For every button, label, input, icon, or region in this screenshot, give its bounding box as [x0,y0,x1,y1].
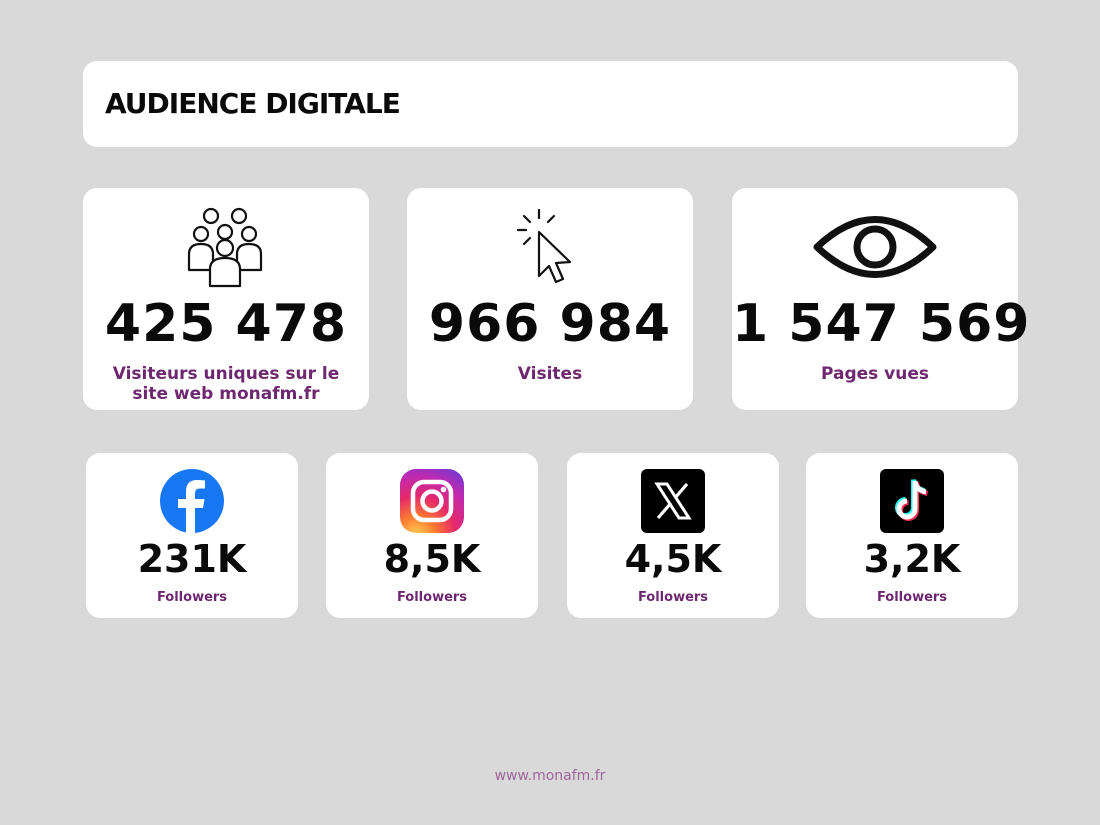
x-label: Followers [637,590,709,605]
pageviews-label: Pages vues [820,364,930,384]
instagram-value: 8,5K [383,537,481,581]
page-title: AUDIENCE DIGITALE [105,87,401,120]
stat-card-visits: 966 984 Visites [407,188,693,410]
social-card-instagram: 8,5K Followers [326,453,538,618]
eye-icon [732,206,1018,284]
tiktok-icon [806,468,1018,534]
social-card-x: 4,5K Followers [567,453,779,618]
tiktok-value: 3,2K [863,537,961,581]
visitors-label: Visiteurs uniques sur le site web monafm… [112,364,340,404]
facebook-icon [86,468,298,534]
instagram-icon [326,468,538,534]
visits-value: 966 984 [428,294,672,354]
pageviews-value: 1 547 569 [732,294,1031,354]
x-icon [567,468,779,534]
visits-label: Visites [517,364,583,384]
people-group-icon [83,206,369,288]
stat-card-visitors: 425 478 Visiteurs uniques sur le site we… [83,188,369,410]
stat-card-pageviews: 1 547 569 Pages vues [732,188,1031,410]
tiktok-label: Followers [876,590,948,605]
x-value: 4,5K [624,537,722,581]
visitors-value: 425 478 [104,294,348,354]
social-card-tiktok: 3,2K Followers [806,453,1018,618]
footer-url[interactable]: www.monafm.fr [494,768,606,784]
title-card: AUDIENCE DIGITALE [83,61,1018,147]
social-card-facebook: 231K Followers [86,453,298,618]
instagram-label: Followers [396,590,468,605]
facebook-value: 231K [137,537,247,581]
facebook-label: Followers [156,590,228,605]
cursor-click-icon [407,206,693,284]
